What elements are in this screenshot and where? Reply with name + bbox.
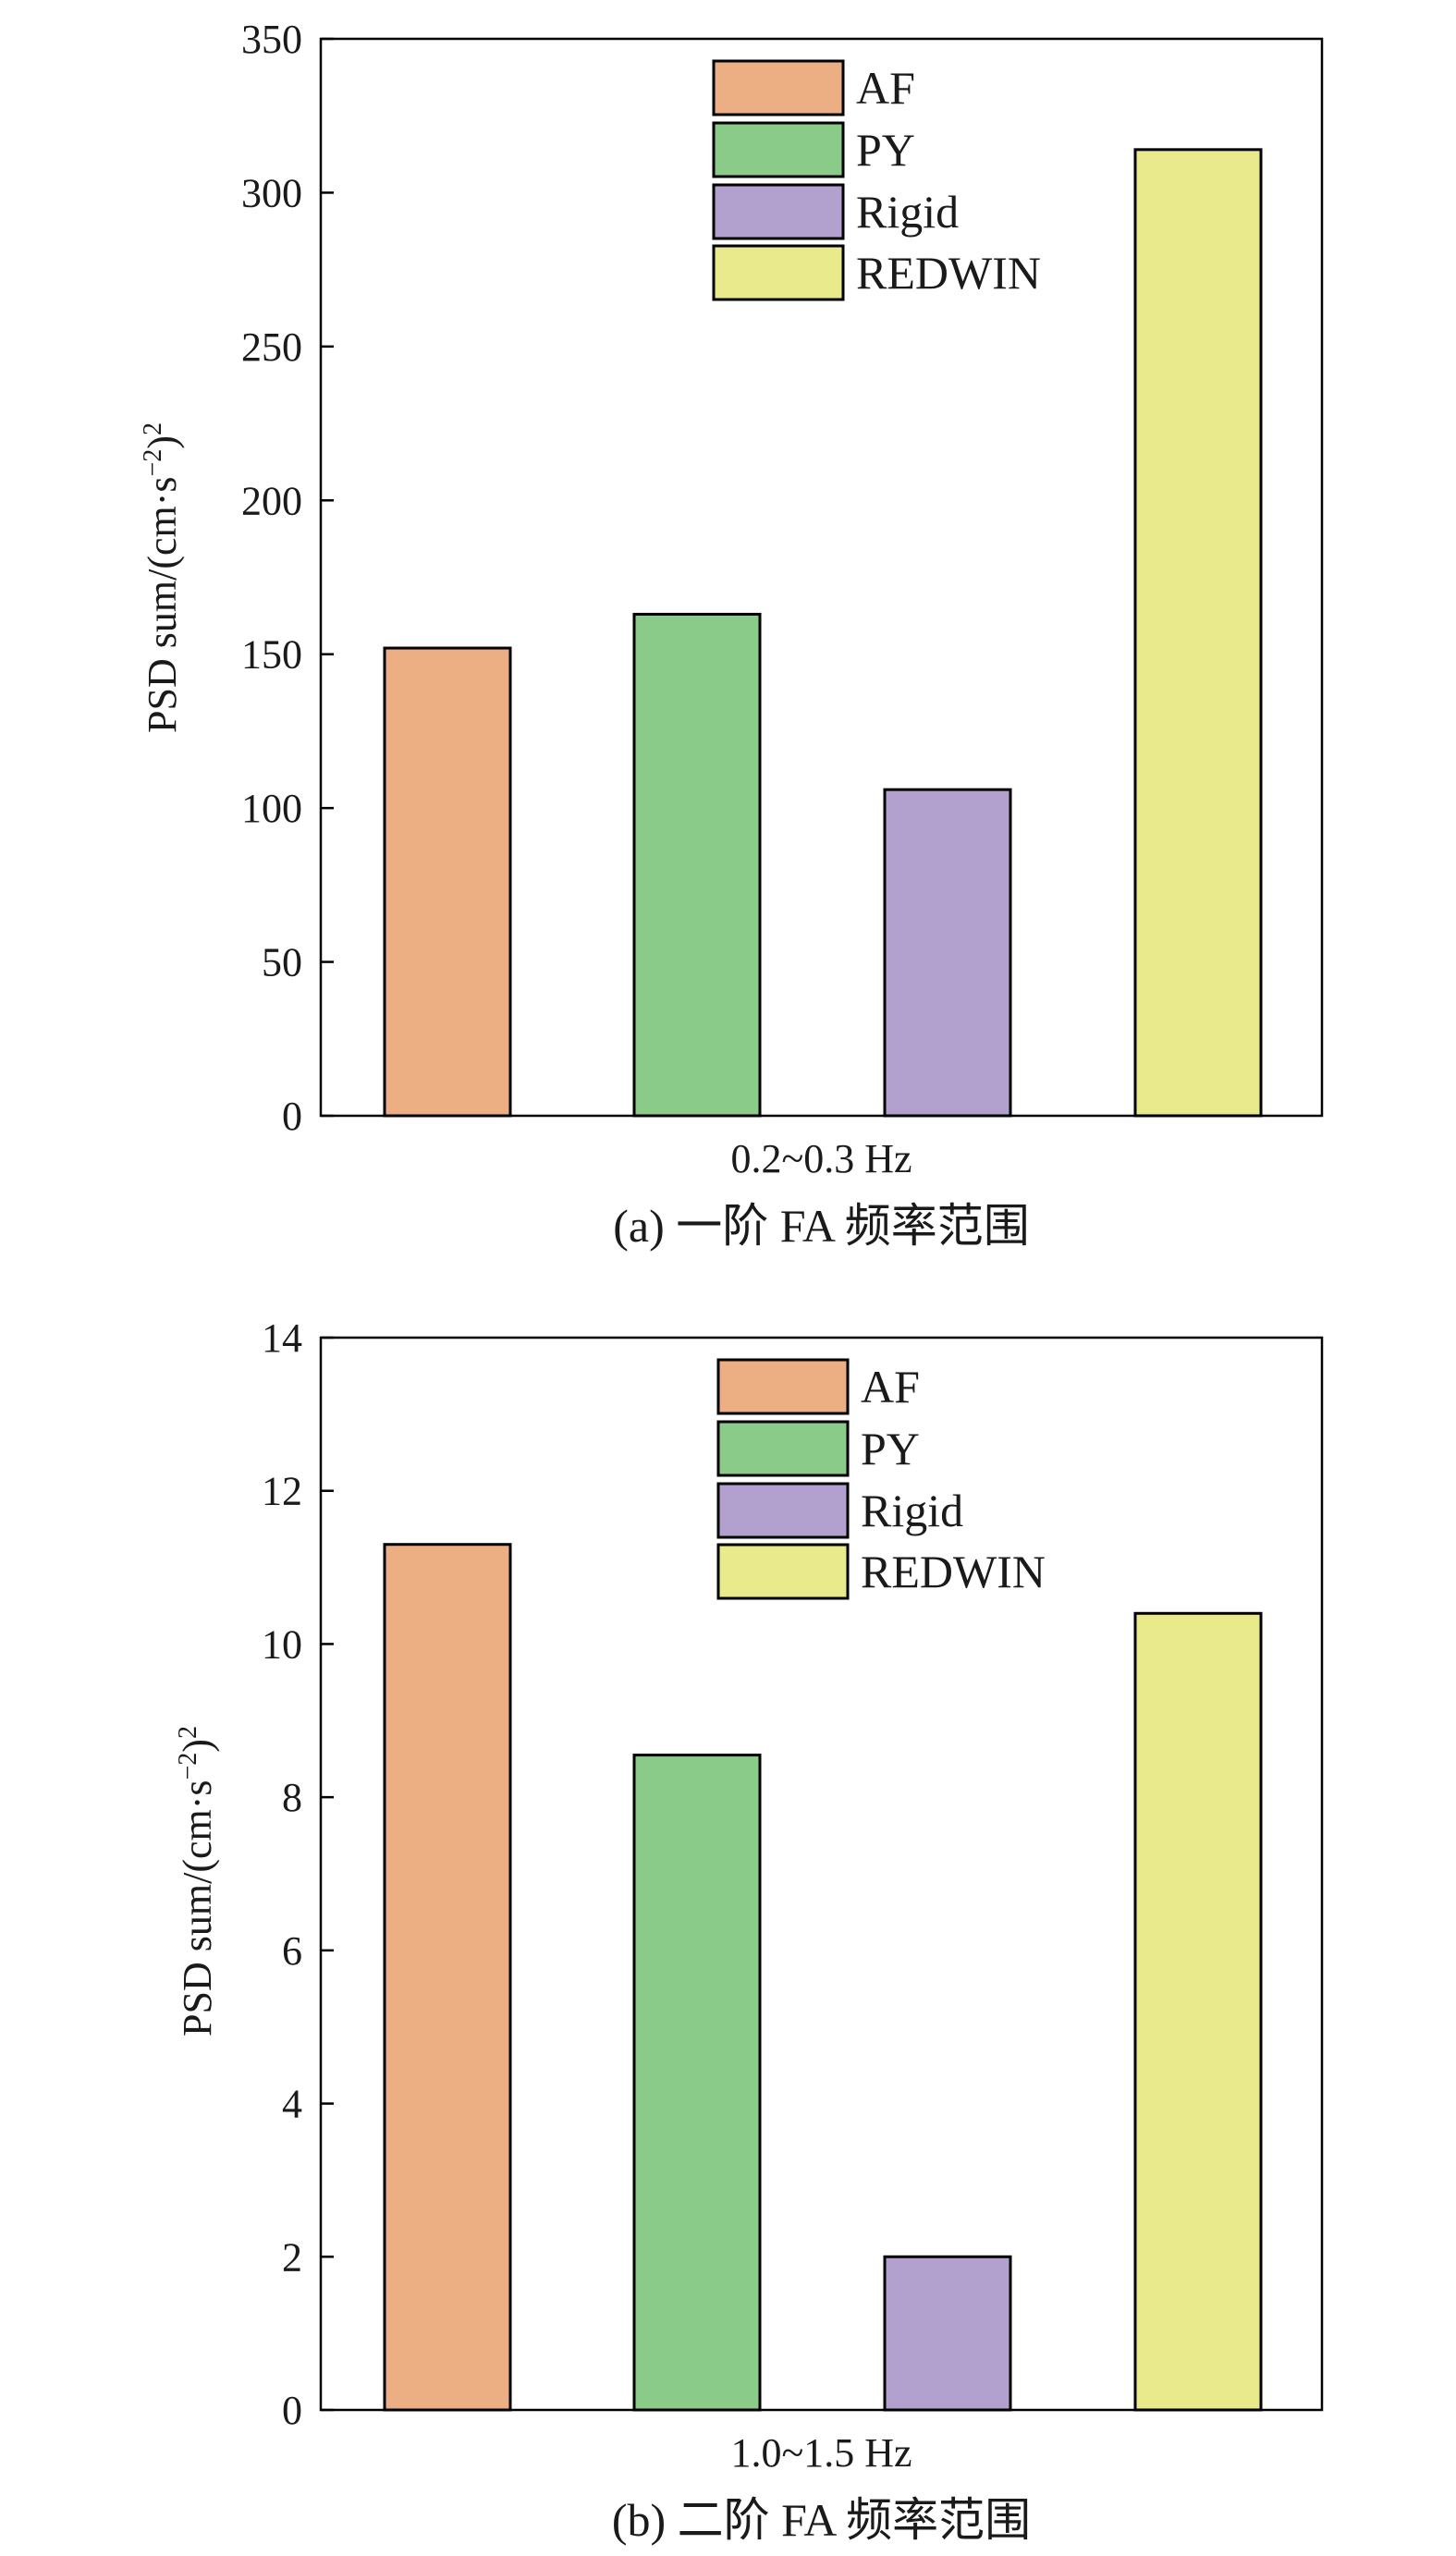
bar-py xyxy=(632,612,762,1118)
y-tick-label: 14 xyxy=(262,1315,302,1361)
chart-panel-b: 0 2 4 6 8 10 12 14 AF PY Rigid REDWIN 1.0~1.5 Hz PSD … xyxy=(174,1315,1324,2546)
y-axis-label: PSD sum/(cm·s−2)2 xyxy=(174,1726,220,2036)
plot-frame xyxy=(319,1336,1324,2412)
bar-rigid xyxy=(883,788,1012,1118)
y-tick-label: 10 xyxy=(262,1621,302,1667)
y-tick-label: 250 xyxy=(241,324,302,370)
legend-swatch xyxy=(712,244,845,301)
y-tick-label: 100 xyxy=(241,786,302,831)
legend-label-af: AF xyxy=(861,1361,920,1413)
y-tick-label: 200 xyxy=(241,478,302,523)
bar-af xyxy=(383,646,512,1118)
legend-swatch xyxy=(716,1482,850,1539)
y-tick-label: 12 xyxy=(262,1469,302,1514)
legend-label-redwin: REDWIN xyxy=(861,1546,1046,1597)
bar-af xyxy=(383,1543,512,2412)
y-tick-label: 0 xyxy=(282,2388,302,2433)
bar-py xyxy=(632,1754,762,2412)
y-tick-label: 4 xyxy=(282,2082,302,2127)
legend-label-redwin: REDWIN xyxy=(856,247,1041,299)
y-tick-label: 2 xyxy=(282,2234,302,2280)
y-tick-label: 350 xyxy=(241,17,302,62)
y-tick-label: 0 xyxy=(282,1094,302,1139)
legend-swatch xyxy=(716,1358,850,1415)
bar-redwin xyxy=(1133,148,1263,1118)
legend-label-rigid: Rigid xyxy=(856,186,959,238)
legend-swatch xyxy=(716,1420,850,1477)
legend-swatch xyxy=(716,1543,850,1600)
legend-label-rigid: Rigid xyxy=(861,1485,963,1536)
panel-caption: (b) 二阶 FA 频率范围 xyxy=(612,2494,1031,2546)
plot-frame xyxy=(319,37,1324,1118)
y-tick-label: 8 xyxy=(282,1775,302,1820)
legend-swatch xyxy=(712,183,845,240)
x-axis-label: 0.2~0.3 Hz xyxy=(730,1136,912,1181)
y-axis-label: PSD sum/(cm·s−2)2 xyxy=(139,422,185,733)
bar-rigid xyxy=(883,2255,1012,2412)
legend-swatch xyxy=(712,121,845,178)
y-tick-label: 300 xyxy=(241,170,302,215)
y-tick-label: 6 xyxy=(282,1928,302,1974)
panel-caption: (a) 一阶 FA 频率范围 xyxy=(613,1200,1029,1252)
legend-label-py: PY xyxy=(856,124,915,176)
bar-redwin xyxy=(1133,1611,1263,2412)
chart-panel-a: 0 50 100 150 200 250 300 350 AF PY Rigid REDWIN 0.2~… xyxy=(139,17,1324,1252)
legend-swatch xyxy=(712,59,845,116)
legend-label-py: PY xyxy=(861,1423,920,1474)
legend-label-af: AF xyxy=(856,62,915,114)
y-tick-label: 50 xyxy=(262,940,302,985)
y-tick-label: 150 xyxy=(241,632,302,678)
x-axis-label: 1.0~1.5 Hz xyxy=(730,2430,912,2476)
